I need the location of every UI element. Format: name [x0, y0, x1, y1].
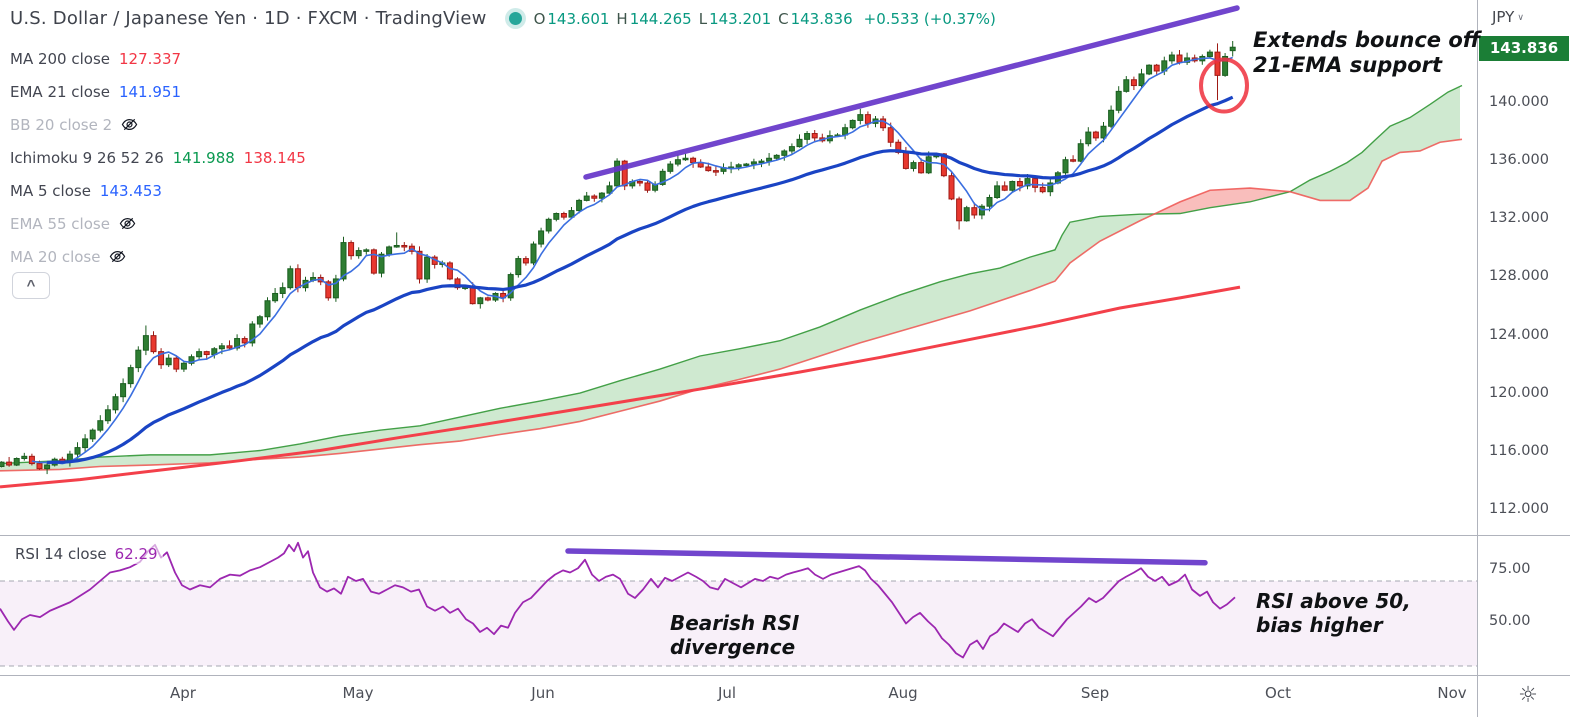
rsi-label: RSI 14 close [15, 545, 107, 563]
indicator-label: MA 5 close [10, 182, 91, 200]
legend-row[interactable]: Ichimoku 9 26 52 26 141.988 138.145 [10, 141, 306, 174]
price-axis-label: 132.000 [1489, 210, 1567, 226]
legend-row[interactable]: MA 20 close [10, 240, 306, 273]
price-axis-divider [1477, 0, 1478, 717]
legend-row[interactable]: MA 5 close 143.453 [10, 174, 306, 207]
change-value: +0.533 (+0.37%) [864, 10, 996, 28]
symbol-title[interactable]: U.S. Dollar / Japanese Yen · 1D · FXCM ·… [10, 8, 487, 29]
price-axis[interactable]: JPY∨ 143.836 140.000 136.000 132.000 128.00… [1478, 0, 1570, 717]
open-label: O [534, 10, 546, 28]
rsi-value: 62.29 [115, 545, 158, 563]
time-axis-divider [0, 675, 1570, 676]
time-axis-label: Nov [1422, 684, 1482, 702]
legend-row[interactable]: EMA 21 close 141.951 [10, 75, 306, 108]
indicator-value: 127.337 [119, 50, 181, 68]
rsi-legend[interactable]: RSI 14 close 62.29 [10, 544, 163, 564]
ohlc-readout: O143.601 H144.265 L143.201 C143.836 +0.5… [534, 10, 996, 28]
rsi-axis-label: 50.00 [1489, 613, 1567, 629]
legend-row[interactable]: EMA 55 close [10, 207, 306, 240]
ichimoku-cloud-bearish [1154, 188, 1290, 214]
time-axis-label: Sep [1065, 684, 1125, 702]
annotation-bias-text[interactable]: RSI above 50, bias higher [1256, 590, 1411, 637]
rsi-axis-label: 75.00 [1489, 561, 1567, 577]
price-axis-label: 124.000 [1489, 327, 1567, 343]
indicator-label: EMA 55 close [10, 215, 110, 233]
price-axis-label: 140.000 [1489, 94, 1567, 110]
time-axis-label: May [328, 684, 388, 702]
legend-collapse-button[interactable]: ^ [12, 272, 50, 299]
low-label: L [699, 10, 707, 28]
open-value: 143.601 [547, 10, 609, 28]
indicator-label: MA 20 close [10, 248, 100, 266]
visibility-off-icon[interactable] [109, 248, 126, 265]
chart-header: U.S. Dollar / Japanese Yen · 1D · FXCM ·… [10, 8, 996, 29]
chevron-down-icon: ∨ [1517, 13, 1524, 23]
annotation-divergence-text[interactable]: Bearish RSI divergence [670, 612, 799, 659]
price-axis-label: 112.000 [1489, 501, 1567, 517]
price-axis-label: 116.000 [1489, 443, 1567, 459]
indicator-value: 138.145 [244, 149, 306, 167]
high-value: 144.265 [630, 10, 692, 28]
legend-row[interactable]: BB 20 close 2 [10, 108, 306, 141]
indicator-value: 143.453 [100, 182, 162, 200]
legend-row[interactable]: MA 200 close 127.337 [10, 42, 306, 75]
price-axis-label: 120.000 [1489, 385, 1567, 401]
time-axis-label: Jun [513, 684, 573, 702]
indicator-label: EMA 21 close [10, 83, 110, 101]
annotation-bounce-text[interactable]: Extends bounce off 21-EMA support [1253, 28, 1480, 78]
indicator-label: Ichimoku 9 26 52 26 [10, 149, 164, 167]
rsi-trendline[interactable] [568, 551, 1205, 563]
ichimoku-cloud-bullish [1290, 86, 1460, 200]
visibility-off-icon[interactable] [121, 116, 138, 133]
indicator-legend: MA 200 close 127.337 EMA 21 close 141.951 BB… [10, 42, 306, 273]
price-axis-label: 136.000 [1489, 152, 1567, 168]
high-label: H [616, 10, 627, 28]
indicator-label: MA 200 close [10, 50, 110, 68]
time-axis-label: Oct [1248, 684, 1308, 702]
close-label: C [778, 10, 788, 28]
chart-window: U.S. Dollar / Japanese Yen · 1D · FXCM ·… [0, 0, 1570, 717]
panel-divider[interactable] [0, 535, 1570, 536]
visibility-off-icon[interactable] [119, 215, 136, 232]
time-axis-label: Jul [697, 684, 757, 702]
time-axis-label: Aug [873, 684, 933, 702]
close-value: 143.836 [791, 10, 853, 28]
indicator-label: BB 20 close 2 [10, 116, 112, 134]
indicator-value: 141.988 [173, 149, 235, 167]
currency-selector[interactable]: JPY∨ [1492, 8, 1524, 26]
last-price-badge: 143.836 [1479, 36, 1569, 61]
indicator-value: 141.951 [119, 83, 181, 101]
low-value: 143.201 [709, 10, 771, 28]
settings-sun-icon[interactable]: ☼ [1510, 681, 1546, 711]
market-status-icon[interactable] [509, 12, 522, 25]
price-axis-label: 128.000 [1489, 268, 1567, 284]
time-axis-label: Apr [153, 684, 213, 702]
